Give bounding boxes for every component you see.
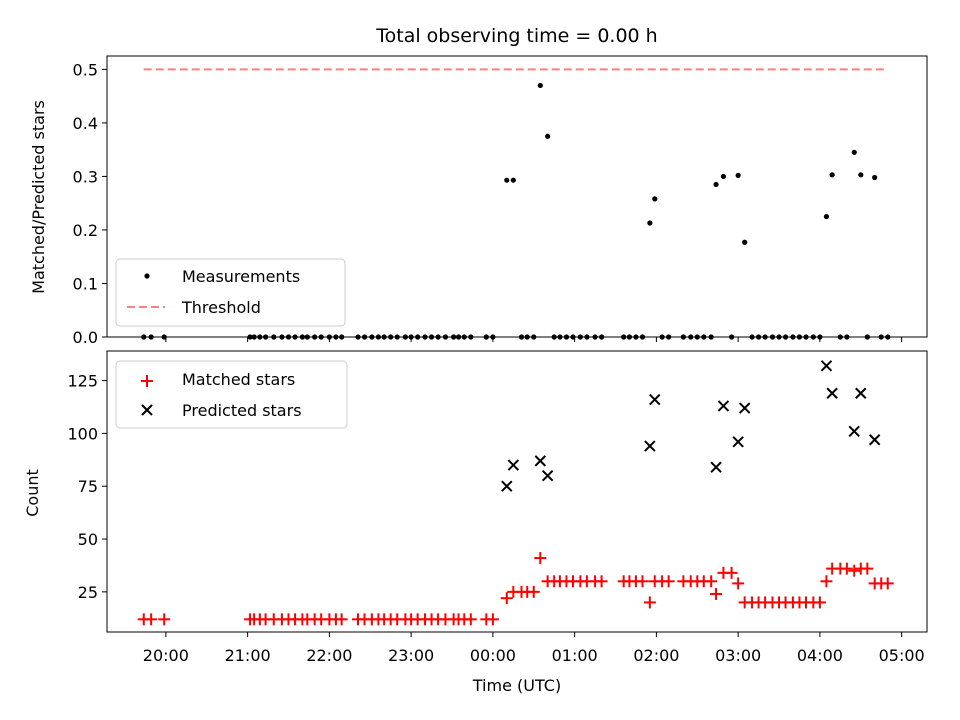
matched-star-point bbox=[710, 587, 723, 600]
predicted-star-point bbox=[826, 387, 838, 399]
matched-star-point bbox=[527, 585, 540, 598]
matched-star-point bbox=[145, 613, 158, 626]
matched-star-point bbox=[534, 552, 547, 565]
x-axis-label: Time (UTC) bbox=[472, 676, 561, 695]
ratio-y-tick-label: 0.4 bbox=[73, 114, 98, 133]
x-tick-label: 01:00 bbox=[552, 646, 598, 665]
chart-title: Total observing time = 0.00 h bbox=[375, 25, 657, 47]
measurement-point bbox=[504, 177, 510, 183]
x-tick-label: 21:00 bbox=[225, 646, 271, 665]
predicted-star-point bbox=[868, 434, 881, 446]
matched-star-point bbox=[813, 596, 826, 609]
predicted-star-point bbox=[644, 440, 656, 452]
matched-star-point bbox=[662, 575, 675, 588]
predicted-star-point bbox=[855, 387, 867, 399]
legend-matched-label: Matched stars bbox=[182, 370, 295, 389]
measurement-point bbox=[510, 177, 516, 183]
matched-star-point bbox=[643, 596, 656, 609]
ratio-y-axis-label: Matched/Predicted stars bbox=[29, 100, 48, 294]
count-y-tick-label: 50 bbox=[78, 530, 98, 549]
predicted-star-point bbox=[717, 400, 730, 412]
predicted-star-point bbox=[501, 480, 513, 492]
measurement-point bbox=[742, 239, 748, 245]
matched-star-point bbox=[158, 613, 171, 626]
x-tick-label: 20:00 bbox=[143, 646, 189, 665]
measurement-point bbox=[829, 172, 835, 178]
measurement-point bbox=[545, 133, 551, 139]
count-y-tick-label: 100 bbox=[67, 424, 98, 443]
measurement-point bbox=[823, 213, 830, 220]
x-tick-label: 22:00 bbox=[306, 646, 352, 665]
ratio-y-tick-label: 0.5 bbox=[73, 60, 98, 79]
matched-star-point bbox=[705, 575, 718, 588]
matched-star-point bbox=[464, 613, 477, 626]
matched-star-point bbox=[820, 575, 833, 588]
matched-star-point bbox=[636, 575, 649, 588]
ratio-plot-frame bbox=[106, 55, 928, 338]
measurement-point bbox=[652, 196, 658, 202]
predicted-star-point bbox=[507, 459, 520, 471]
measurement-point bbox=[713, 181, 719, 188]
predicted-star-point bbox=[649, 393, 661, 406]
predicted-star-point bbox=[710, 461, 722, 473]
count-y-tick-label: 125 bbox=[67, 372, 98, 391]
measurement-point bbox=[735, 172, 741, 178]
x-tick-label: 03:00 bbox=[715, 646, 761, 665]
measurement-point bbox=[647, 220, 653, 226]
matched-star-point bbox=[881, 577, 894, 590]
x-tick-label: 00:00 bbox=[470, 646, 516, 665]
matched-star-point bbox=[335, 613, 348, 626]
legend-predicted-label: Predicted stars bbox=[182, 401, 302, 420]
matched-star-point bbox=[500, 592, 513, 605]
predicted-star-point bbox=[534, 455, 547, 467]
ratio-panel: Total observing time = 0.00 h Matched/Pr… bbox=[29, 25, 928, 347]
predicted-star-point bbox=[848, 425, 860, 437]
matched-star-point bbox=[848, 564, 861, 577]
legend-measurements-label: Measurements bbox=[182, 267, 300, 286]
count-y-axis-label: Count bbox=[23, 469, 42, 517]
count-y-tick-label: 25 bbox=[78, 583, 98, 602]
legend-threshold-label: Threshold bbox=[181, 298, 261, 317]
count-y-tick-label: 75 bbox=[78, 477, 98, 496]
predicted-star-point bbox=[820, 360, 833, 372]
count-legend-box bbox=[115, 360, 348, 429]
matched-star-point bbox=[732, 577, 745, 590]
measurement-point bbox=[858, 172, 864, 178]
legend-matched-marker bbox=[141, 375, 153, 387]
matched-star-point bbox=[840, 562, 853, 575]
x-tick-label: 23:00 bbox=[388, 646, 434, 665]
x-tick-label: 04:00 bbox=[797, 646, 843, 665]
measurement-point bbox=[537, 82, 543, 89]
x-tick-label: 02:00 bbox=[633, 646, 679, 665]
predicted-star-point bbox=[738, 402, 751, 414]
matched-star-point bbox=[725, 566, 738, 579]
measurement-point bbox=[720, 173, 727, 180]
ratio-y-tick-label: 0.0 bbox=[73, 328, 98, 347]
matched-star-point bbox=[861, 562, 874, 575]
count-panel: Count Time (UTC) 25 50 75 100 125 20:00 21:00… bbox=[23, 350, 928, 695]
predicted-star-point bbox=[541, 469, 554, 482]
legend-measurements-marker bbox=[144, 273, 150, 279]
measurement-point bbox=[851, 149, 857, 155]
legend-predicted-marker bbox=[141, 404, 153, 416]
count-legend: Matched stars Predicted stars bbox=[115, 360, 348, 429]
ratio-y-tick-label: 0.3 bbox=[73, 167, 98, 186]
ratio-y-tick-label: 0.2 bbox=[73, 221, 98, 240]
matched-star-point bbox=[595, 575, 608, 588]
ratio-legend-box bbox=[115, 258, 346, 327]
count-plot-frame bbox=[106, 350, 928, 633]
x-tick-label: 05:00 bbox=[879, 646, 925, 665]
ratio-legend: Measurements Threshold bbox=[115, 258, 346, 327]
ratio-y-tick-label: 0.1 bbox=[73, 274, 98, 293]
measurement-point bbox=[872, 174, 878, 181]
predicted-star-point bbox=[732, 436, 744, 448]
matched-star-point bbox=[486, 613, 499, 626]
